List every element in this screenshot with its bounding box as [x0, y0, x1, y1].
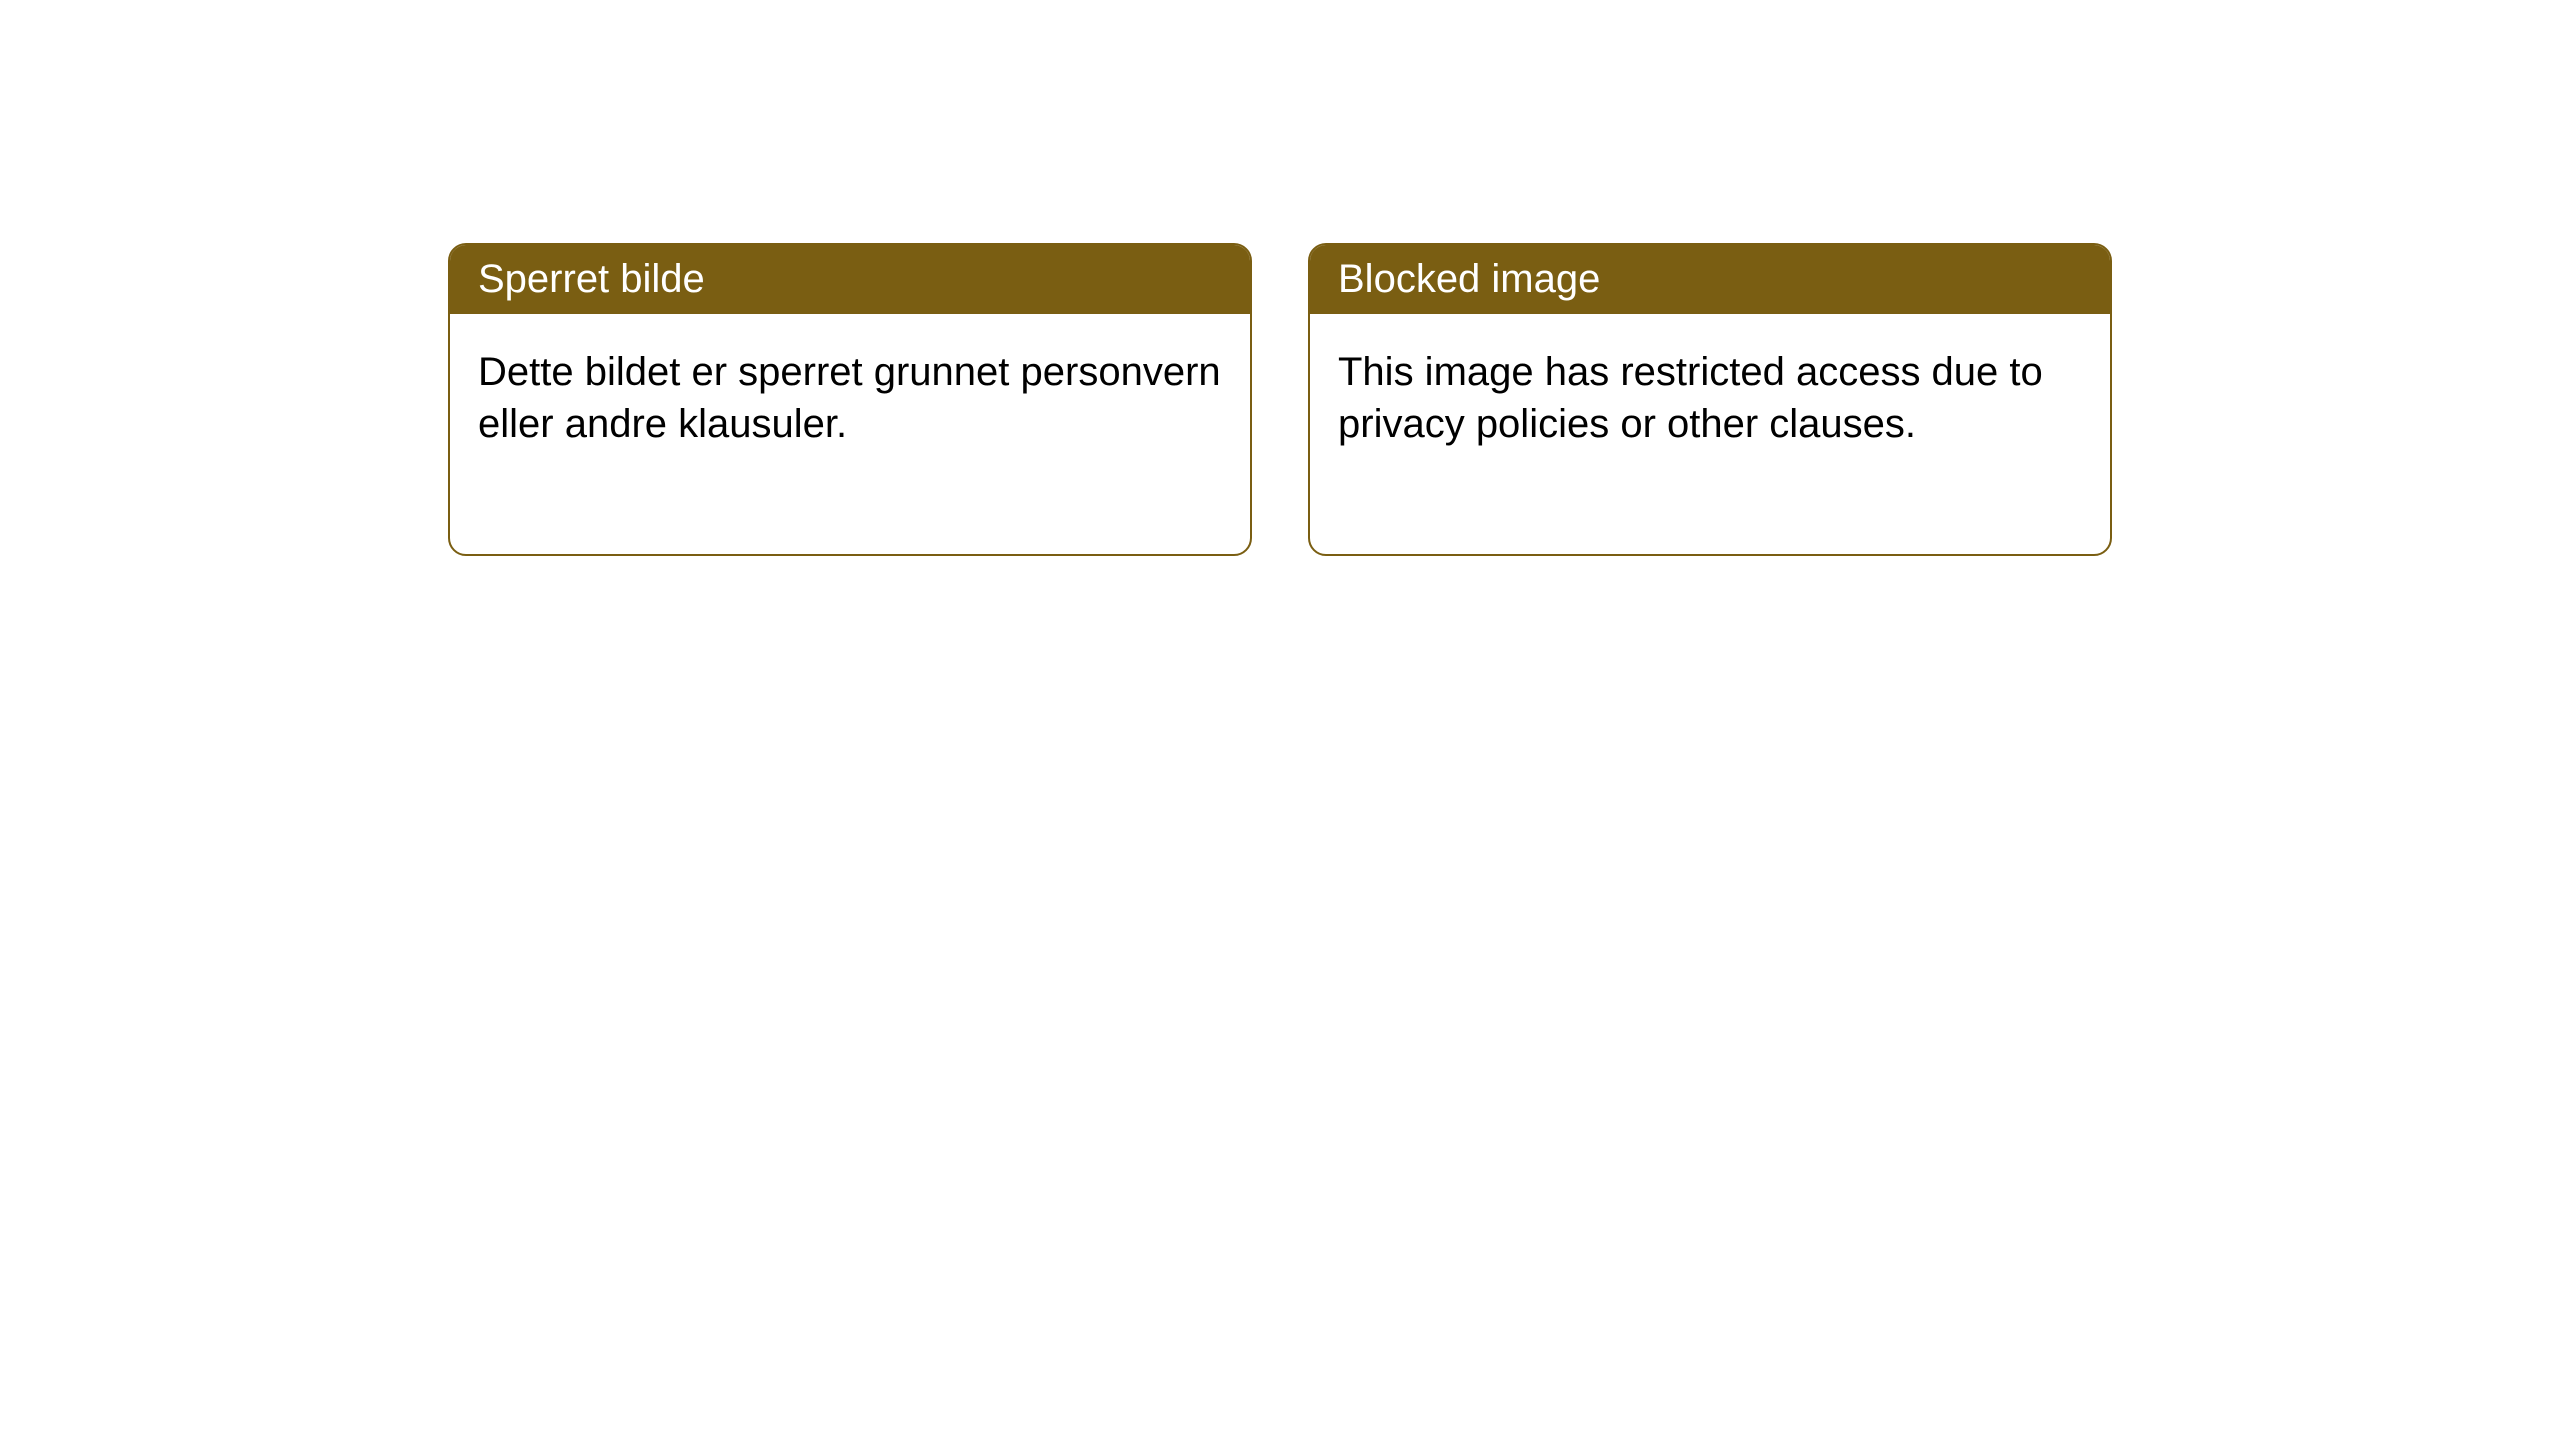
notice-message: This image has restricted access due to …	[1338, 350, 2043, 446]
notice-card-english: Blocked image This image has restricted …	[1308, 243, 2112, 556]
notice-body: This image has restricted access due to …	[1310, 314, 2110, 554]
notice-title: Blocked image	[1338, 257, 1600, 301]
notice-card-norwegian: Sperret bilde Dette bildet er sperret gr…	[448, 243, 1252, 556]
notice-container: Sperret bilde Dette bildet er sperret gr…	[0, 0, 2560, 556]
notice-title: Sperret bilde	[478, 257, 705, 301]
notice-header: Sperret bilde	[450, 245, 1250, 314]
notice-message: Dette bildet er sperret grunnet personve…	[478, 350, 1221, 446]
notice-header: Blocked image	[1310, 245, 2110, 314]
notice-body: Dette bildet er sperret grunnet personve…	[450, 314, 1250, 554]
